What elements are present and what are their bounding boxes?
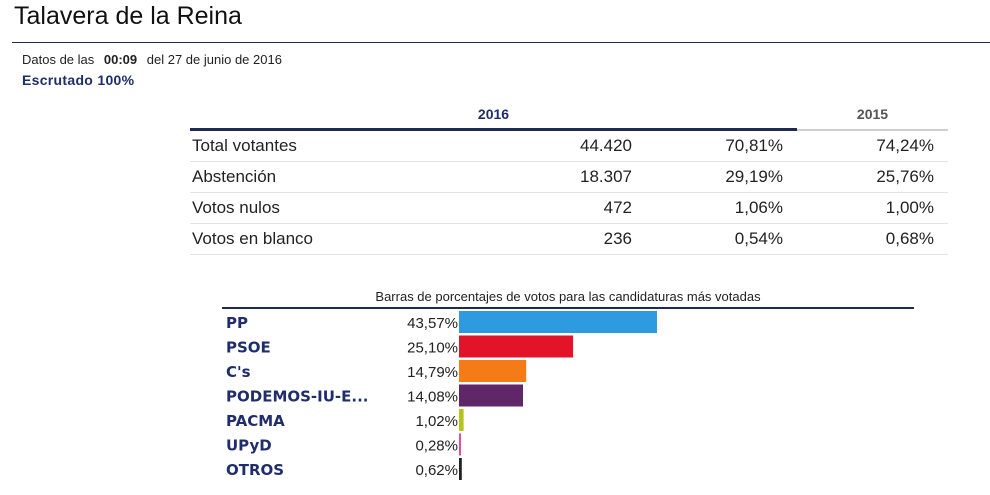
bar bbox=[459, 433, 461, 456]
column-2016: 2016 bbox=[477, 106, 510, 122]
row-previous-percent: 74,24% bbox=[876, 136, 934, 155]
bar-value-label: 14,79% bbox=[407, 364, 458, 381]
bar bbox=[459, 335, 574, 358]
row-label: Votos nulos bbox=[192, 198, 280, 217]
summary-table: 2016 2015 Total votantes 44.420 70,81% 7… bbox=[190, 104, 948, 255]
bar-value-label: 0,28% bbox=[415, 438, 458, 455]
bar-label: PSOE bbox=[226, 339, 271, 357]
bar bbox=[459, 458, 462, 480]
row-percent: 0,54% bbox=[734, 229, 783, 248]
bar-label: C's bbox=[226, 363, 251, 381]
row-count: 18.307 bbox=[580, 167, 632, 186]
table-row: Votos nulos 472 1,06% 1,00% bbox=[190, 193, 948, 224]
table-row: Votos en blanco 236 0,54% 0,68% bbox=[190, 224, 948, 255]
data-time: 00:09 bbox=[103, 52, 138, 67]
title-divider bbox=[12, 42, 990, 43]
row-percent: 29,19% bbox=[725, 167, 783, 186]
data-timestamp: Datos de las 00:09 del 27 de junio de 20… bbox=[22, 52, 282, 67]
page-title: Talavera de la Reina bbox=[14, 2, 242, 30]
row-previous-percent: 0,68% bbox=[885, 229, 934, 248]
divider-2015 bbox=[797, 129, 948, 131]
column-2015: 2015 bbox=[856, 106, 889, 122]
row-label: Votos en blanco bbox=[192, 229, 313, 248]
divider-2016 bbox=[190, 128, 797, 131]
data-prefix: Datos de las bbox=[22, 52, 95, 67]
bar-label: PACMA bbox=[226, 412, 285, 430]
bar bbox=[459, 384, 523, 407]
bar bbox=[459, 409, 464, 431]
row-label: Total votantes bbox=[192, 136, 297, 155]
row-count: 236 bbox=[603, 229, 632, 248]
bar bbox=[459, 360, 527, 382]
data-date: del 27 de junio de 2016 bbox=[146, 52, 282, 67]
scrutiny-status: Escrutado 100% bbox=[22, 72, 135, 88]
chart-title-divider bbox=[222, 307, 914, 309]
row-percent: 70,81% bbox=[725, 136, 783, 155]
row-percent: 1,06% bbox=[734, 198, 783, 217]
bar-label: OTROS bbox=[226, 461, 284, 479]
table-row: Abstención 18.307 29,19% 25,76% bbox=[190, 162, 948, 193]
chart-title: Barras de porcentajes de votos para las … bbox=[375, 289, 761, 304]
bar-value-label: 25,10% bbox=[407, 340, 458, 357]
bar-value-label: 1,02% bbox=[415, 413, 458, 430]
bar-label: PODEMOS-IU-E... bbox=[226, 388, 368, 406]
bar-value-label: 14,08% bbox=[407, 389, 458, 406]
row-label: Abstención bbox=[192, 167, 277, 186]
table-row: Total votantes 44.420 70,81% 74,24% bbox=[190, 131, 948, 162]
bar-value-label: 0,62% bbox=[415, 462, 458, 479]
bar-label: PP bbox=[226, 314, 248, 332]
row-count: 472 bbox=[603, 198, 632, 217]
row-previous-percent: 25,76% bbox=[876, 167, 934, 186]
bar bbox=[459, 311, 657, 333]
row-previous-percent: 1,00% bbox=[885, 198, 934, 217]
header-divider bbox=[190, 128, 948, 131]
row-count: 44.420 bbox=[580, 136, 632, 155]
bar-label: UPyD bbox=[226, 437, 272, 455]
bar-value-label: 43,57% bbox=[407, 315, 458, 332]
summary-header: 2016 2015 bbox=[190, 104, 948, 128]
